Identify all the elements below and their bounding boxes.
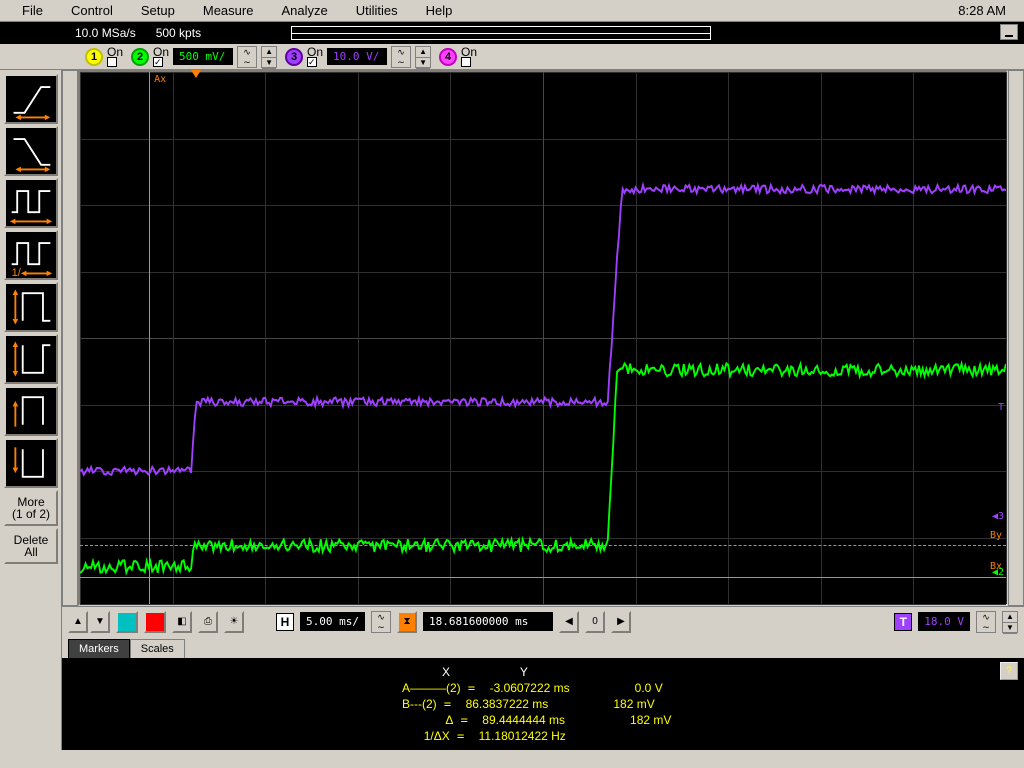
channel-1-checkbox[interactable]	[107, 57, 117, 67]
timebase-delay[interactable]: 18.681600000 ms	[423, 612, 553, 631]
channel-2-checkbox[interactable]	[153, 57, 163, 67]
vmin-icon[interactable]	[4, 334, 58, 384]
svg-text:1/: 1/	[12, 267, 22, 278]
tab-markers[interactable]: Markers	[68, 639, 130, 658]
clock: 8:28 AM	[958, 3, 1016, 18]
menu-bar: File Control Setup Measure Analyze Utili…	[0, 0, 1024, 22]
memory-depth: 500 kpts	[156, 26, 201, 40]
channel-2-on-label: On	[153, 47, 169, 57]
print-icon[interactable]: ⎙	[198, 611, 218, 633]
display-icon[interactable]: ☀	[224, 611, 244, 633]
menu-file[interactable]: File	[8, 1, 57, 20]
channel-3-scale[interactable]: 10.0 V/	[327, 48, 387, 65]
channel-1-group: 1 On	[85, 47, 123, 67]
channel-2-coupling[interactable]: ∿∼	[237, 46, 257, 68]
channel-3-coupling[interactable]: ∿∼	[391, 46, 411, 68]
marker-readout-panel: X Y A———(2) = -3.0607222 ms 0.0 V B---(2…	[62, 658, 1024, 750]
vmax-icon[interactable]	[4, 386, 58, 436]
channel-3-checkbox[interactable]	[307, 57, 317, 67]
scope-vscroll-right[interactable]	[1008, 70, 1024, 606]
channel-bar: 1 On 2 On 500 mV/ ∿∼ ▲▼ 3 On 10.0 V/ ∿∼ …	[0, 44, 1024, 70]
fall-time-icon[interactable]	[4, 126, 58, 176]
measurement-toolbar: 1/ More (1 of 2) Delete All	[0, 70, 62, 750]
trigger-badge: T	[894, 613, 912, 631]
menu-utilities[interactable]: Utilities	[342, 1, 412, 20]
stop-button[interactable]	[144, 611, 166, 633]
menu-analyze[interactable]: Analyze	[267, 1, 341, 20]
nav-down-icon[interactable]: ▼	[90, 611, 110, 633]
timebase-badge: H	[276, 613, 294, 631]
channel-4-group: 4 On	[439, 47, 477, 67]
timebase-scale[interactable]: 5.00 ms/	[300, 612, 365, 631]
channel-2-badge[interactable]: 2	[131, 48, 149, 66]
vamp-icon[interactable]	[4, 438, 58, 488]
minimize-button[interactable]	[1000, 24, 1018, 40]
help-button[interactable]: ?	[1000, 662, 1018, 680]
frequency-icon[interactable]	[4, 178, 58, 228]
scope-display[interactable]: AxByBxT◀3◀2	[78, 70, 1008, 606]
tab-scales[interactable]: Scales	[130, 639, 185, 658]
period-icon[interactable]: 1/	[4, 230, 58, 280]
trigger-level[interactable]: 18.0 V	[918, 612, 970, 631]
timebase-mode[interactable]: ∿∼	[371, 611, 391, 633]
channel-2-scale[interactable]: 500 mV/	[173, 48, 233, 65]
channel-3-group: 3 On 10.0 V/ ∿∼ ▲▼	[285, 46, 431, 68]
scope-vscroll-left[interactable]	[62, 70, 78, 606]
menu-help[interactable]: Help	[412, 1, 467, 20]
nav-up-icon[interactable]: ▲	[68, 611, 88, 633]
trigger-adjust[interactable]: ▲▼	[1002, 611, 1018, 633]
acquisition-info: 10.0 MSa/s 500 kpts	[0, 22, 1024, 44]
delay-left-icon[interactable]: ◀	[559, 611, 579, 633]
delay-icon[interactable]: ⧗	[397, 611, 417, 633]
delay-zero-icon[interactable]: 0	[585, 611, 605, 633]
channel-3-badge[interactable]: 3	[285, 48, 303, 66]
bottom-controls: ▲ ▼ ◧ ⎙ ☀ H 5.00 ms/ ∿∼ ⧗ 18.681600000 m…	[62, 606, 1024, 636]
menu-control[interactable]: Control	[57, 1, 127, 20]
run-button[interactable]	[116, 611, 138, 633]
channel-1-on-label: On	[107, 47, 123, 57]
delay-right-icon[interactable]: ▶	[611, 611, 631, 633]
more-button[interactable]: More (1 of 2)	[4, 490, 58, 526]
channel-4-on-label: On	[461, 47, 477, 57]
trigger-mode[interactable]: ∿∼	[976, 611, 996, 633]
channel-1-badge[interactable]: 1	[85, 48, 103, 66]
menu-setup[interactable]: Setup	[127, 1, 189, 20]
vpp-icon[interactable]	[4, 282, 58, 332]
channel-3-on-label: On	[307, 47, 323, 57]
channel-2-position[interactable]: ▲▼	[261, 46, 277, 68]
delete-all-button[interactable]: Delete All	[4, 528, 58, 564]
sample-rate: 10.0 MSa/s	[75, 26, 136, 40]
tabs-row: Markers Scales	[62, 636, 1024, 658]
waveform-preview[interactable]	[291, 26, 711, 40]
rise-time-icon[interactable]	[4, 74, 58, 124]
single-icon[interactable]: ◧	[172, 611, 192, 633]
menu-measure[interactable]: Measure	[189, 1, 268, 20]
channel-4-checkbox[interactable]	[461, 57, 471, 67]
channel-2-group: 2 On 500 mV/ ∿∼ ▲▼	[131, 46, 277, 68]
channel-3-position[interactable]: ▲▼	[415, 46, 431, 68]
channel-4-badge[interactable]: 4	[439, 48, 457, 66]
